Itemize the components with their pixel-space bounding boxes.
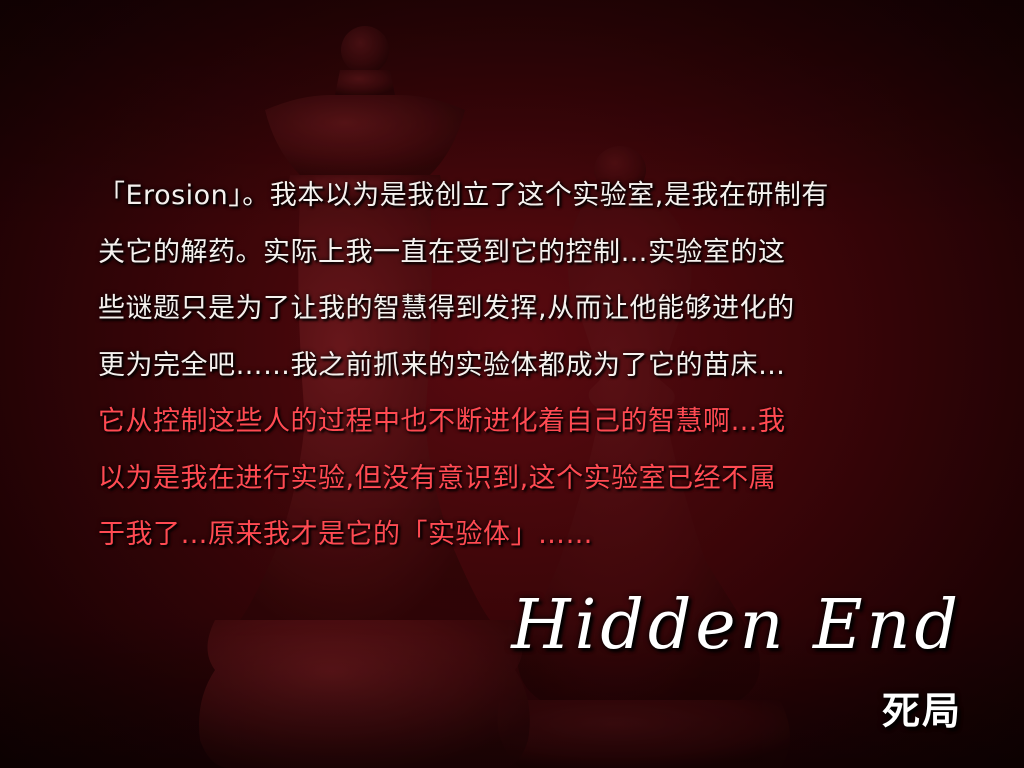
story-line: 于我了…原来我才是它的「实验体」…… xyxy=(98,519,593,550)
ending-title: Hidden End xyxy=(511,586,962,665)
story-line: 以为是我在进行实验,但没有意识到,这个实验室已经不属 xyxy=(98,462,777,494)
story-text: 「Erosion」。我本以为是我创立了这个实验室,是我在研制有 关它的解药。实际… xyxy=(98,168,958,564)
ending-name: 死局 xyxy=(881,689,962,733)
story-line: 些谜题只是为了让我的智慧得到发挥,从而让他能够进化的 xyxy=(98,293,795,324)
story-line: 关它的解药。实际上我一直在受到它的控制…实验室的这 xyxy=(98,236,786,268)
story-line: 「Erosion」。我本以为是我创立了这个实验室,是我在研制有 xyxy=(98,180,829,211)
story-line: 更为完全吧……我之前抓来的实验体都成为了它的苗床… xyxy=(98,349,786,381)
story-line: 它从控制这些人的过程中也不断进化着自己的智慧啊…我 xyxy=(98,406,786,437)
